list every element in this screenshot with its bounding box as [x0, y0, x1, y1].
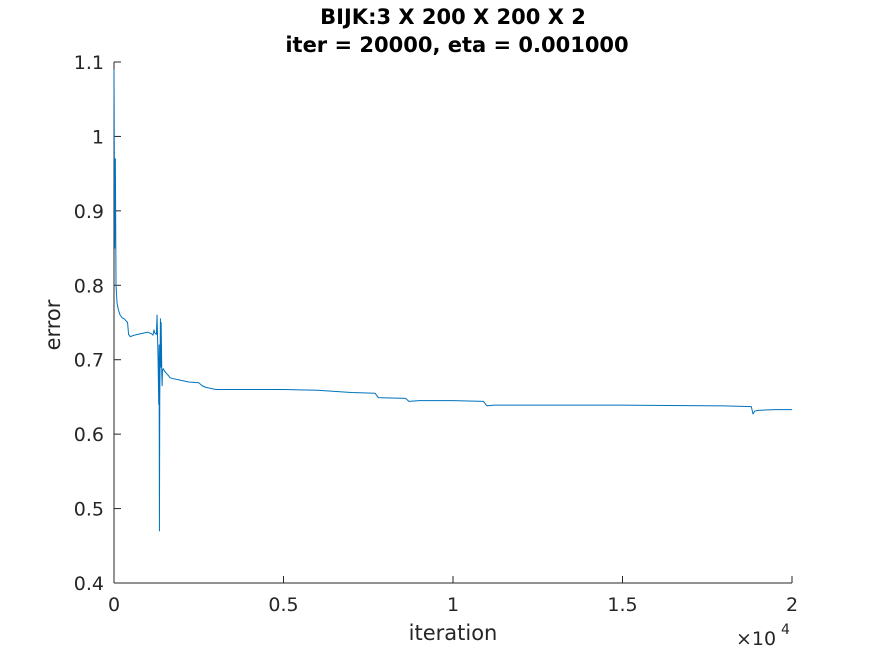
y-tick-label: 1.1 [74, 52, 104, 74]
y-tick-label: 0.5 [74, 499, 104, 521]
y-tick-label: 0.9 [74, 201, 104, 223]
x-tick-label: 0 [108, 594, 120, 616]
x-tick-label: 2 [786, 594, 798, 616]
chart-title-line-1: BIJK:3 X 200 X 200 X 2 [320, 5, 586, 29]
x-tick-group: 0 0.5 1 1.5 2 [108, 576, 798, 616]
series-group [113, 69, 792, 532]
series-line [113, 69, 792, 532]
y-tick-label: 0.7 [74, 350, 104, 372]
y-tick-group: 0.4 0.5 0.6 0.7 0.8 0.9 1 1.1 [74, 52, 121, 595]
y-axis-label: error [41, 299, 65, 350]
y-tick-label: 0.6 [74, 424, 104, 446]
x-tick-label: 1 [447, 594, 459, 616]
x-tick-label: 1.5 [607, 594, 637, 616]
y-tick-label: 1 [92, 126, 104, 148]
x-axis-label: iteration [409, 621, 498, 645]
x-exponent-base: ×10 [736, 628, 776, 650]
x-exponent-power: 4 [781, 622, 790, 638]
y-tick-label: 0.8 [74, 275, 104, 297]
chart-title-line-2: iter = 20000, eta = 0.001000 [285, 33, 628, 57]
x-tick-label: 0.5 [268, 594, 298, 616]
y-tick-label: 0.4 [74, 573, 104, 595]
